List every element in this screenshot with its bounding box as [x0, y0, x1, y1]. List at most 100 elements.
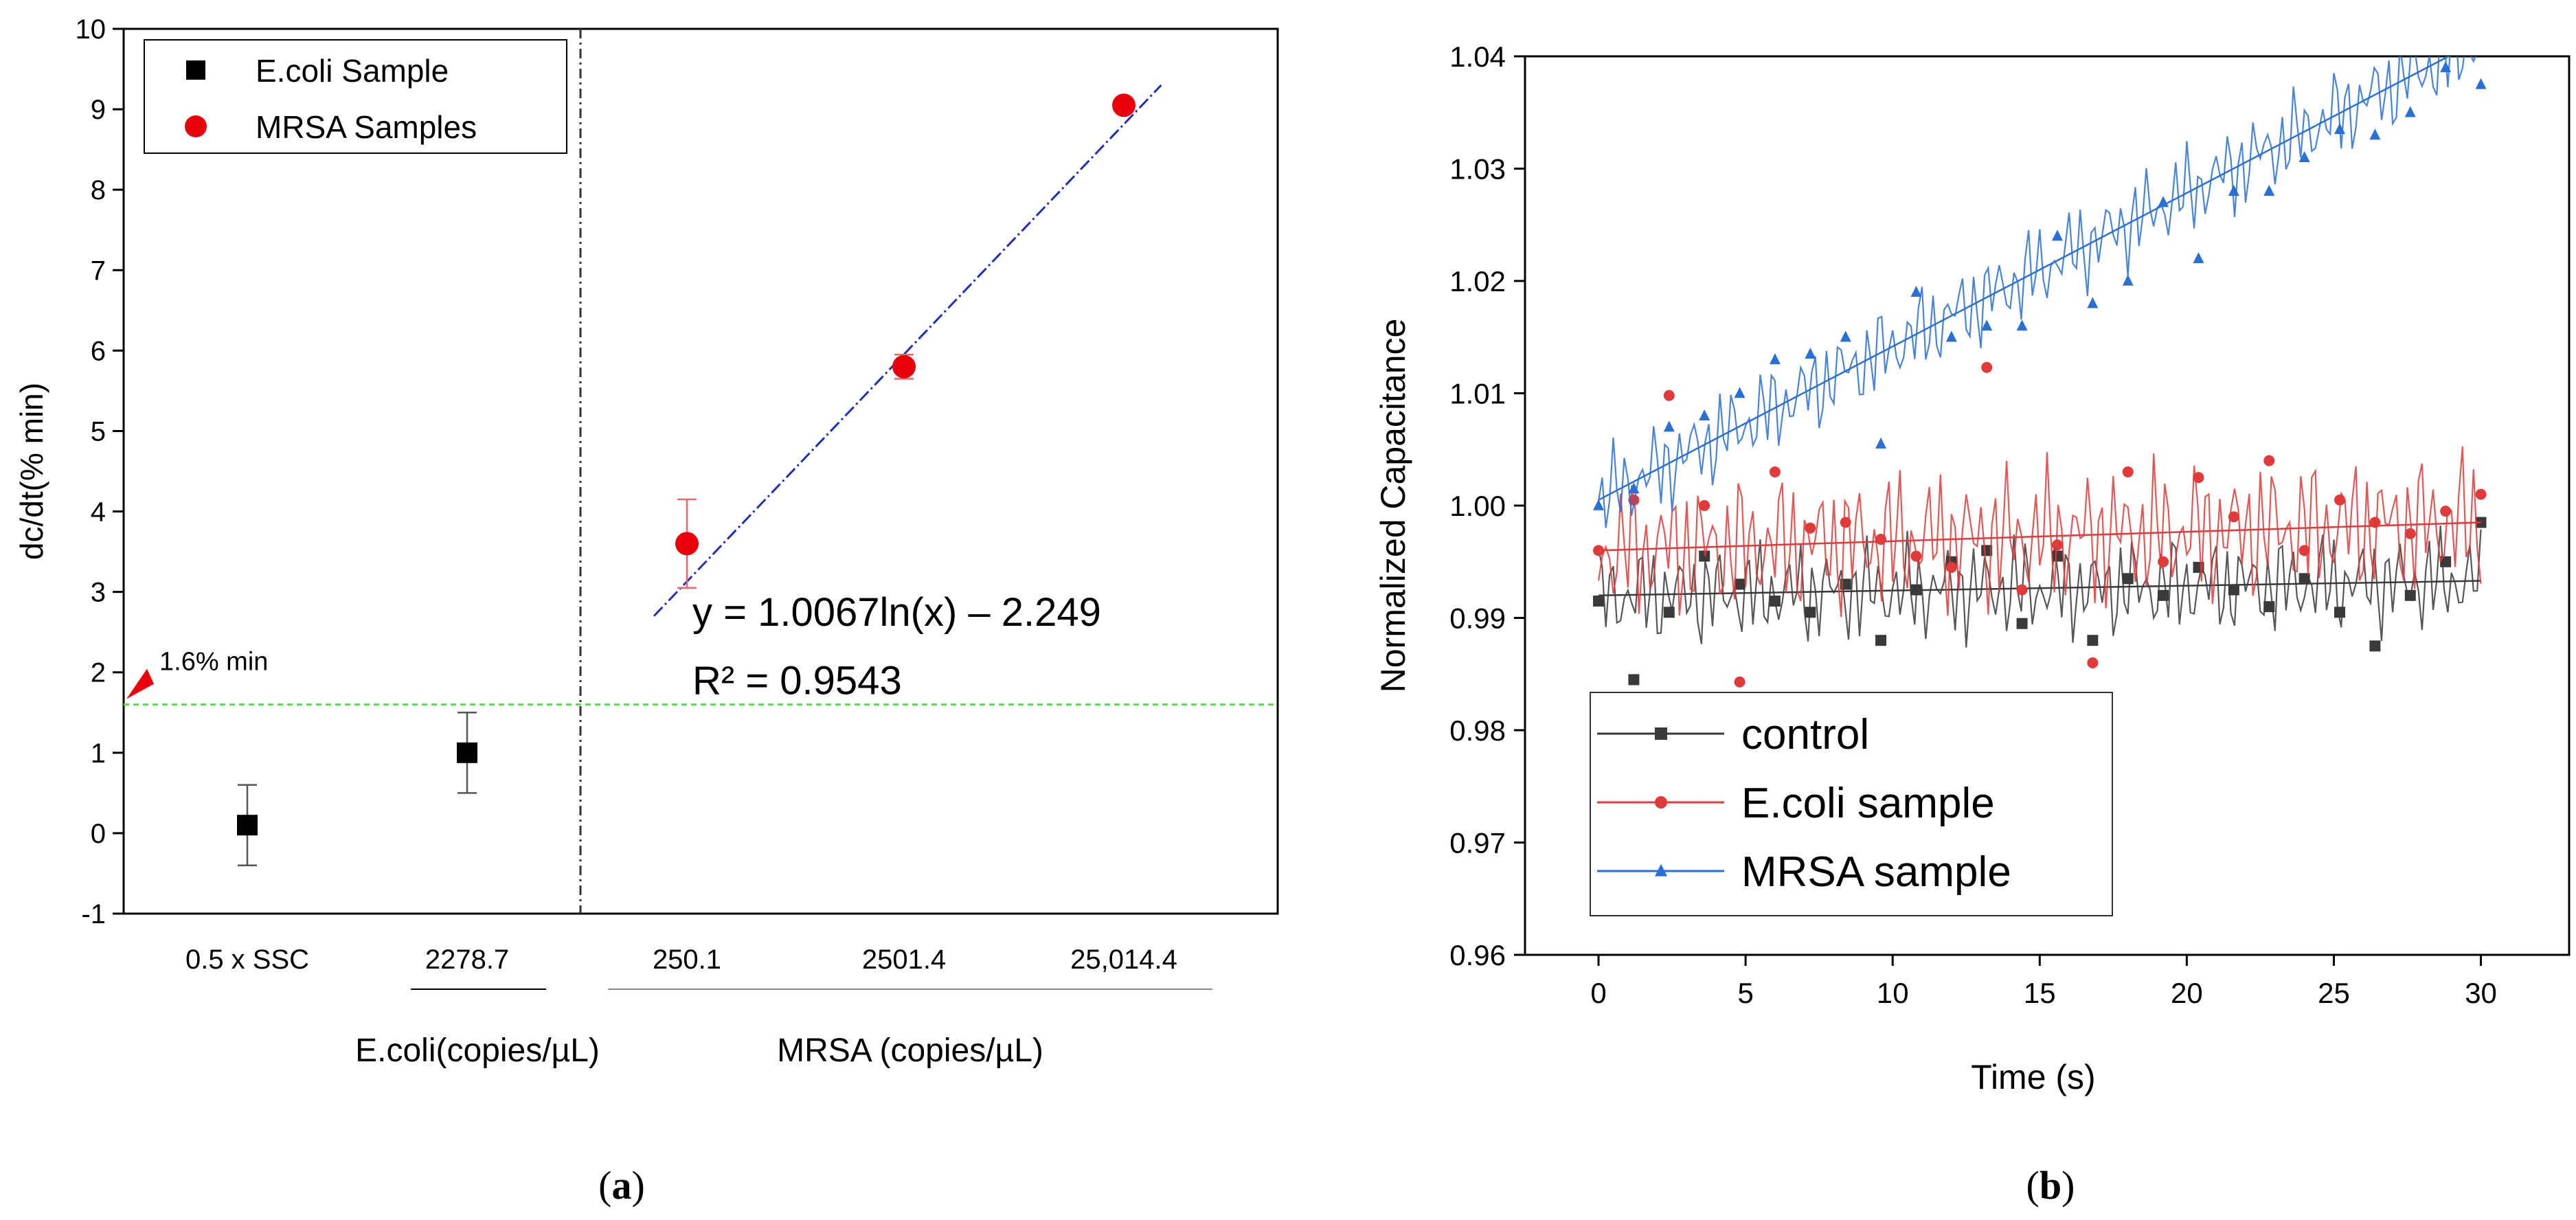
data-point	[2051, 539, 2063, 551]
x-category-label: 2501.4	[862, 945, 946, 975]
data-point	[1910, 550, 1922, 562]
x-tick-label: 25	[2318, 977, 2350, 1009]
y-tick-label: 0.96	[1449, 939, 1506, 971]
data-point	[2228, 185, 2239, 196]
y-tick-label: 0.97	[1449, 827, 1506, 859]
data-point	[1593, 545, 1605, 556]
x-category-label: 250.1	[653, 945, 721, 975]
data-point	[2016, 584, 2028, 596]
signal-line	[1597, 446, 2482, 618]
plot-area	[1593, 56, 2487, 688]
legend-marker	[185, 115, 207, 137]
data-point	[2016, 319, 2028, 331]
data-point	[2369, 128, 2381, 140]
data-point	[1945, 330, 1957, 342]
legend-marker	[1655, 863, 1667, 877]
y-tick-label: 4	[91, 497, 106, 528]
data-point	[2087, 297, 2099, 308]
data-point	[2158, 556, 2169, 567]
data-point	[1840, 517, 1851, 528]
data-point	[675, 532, 699, 556]
y-axis-label: Normalized Capacitance	[1374, 319, 1412, 693]
legend-label: MRSA sample	[1741, 848, 2011, 896]
data-point	[237, 815, 258, 836]
legend-box	[1590, 692, 2113, 916]
panel-b-chart: 0 5 10 15 20 25 30 0.96 0.97 0.98 0.99 1.00 1.01 1.02…	[1374, 41, 2571, 1208]
data-point	[2404, 589, 2416, 601]
data-point	[2193, 472, 2204, 484]
data-point	[2016, 618, 2028, 629]
y-tick-label: 1.03	[1449, 153, 1506, 185]
data-point	[1663, 420, 1675, 432]
legend-label: control	[1741, 711, 1869, 758]
data-point	[1628, 482, 1640, 494]
fit-line	[653, 84, 1162, 617]
legend-marker	[186, 60, 205, 80]
y-tick-label: -1	[81, 899, 106, 929]
x-tick-label: 15	[2024, 977, 2056, 1009]
data-point	[2334, 123, 2346, 135]
data-point	[1769, 466, 1781, 477]
y-tick-label: 2	[91, 658, 106, 688]
data-point	[1663, 389, 1675, 401]
data-point	[2404, 528, 2416, 539]
y-tick-label: 10	[76, 14, 106, 45]
data-point	[1593, 595, 1605, 607]
y-tick-label: 9	[91, 95, 106, 125]
data-point	[1875, 534, 1887, 545]
data-point	[1734, 578, 1745, 590]
data-point	[1663, 607, 1675, 618]
data-point	[1734, 387, 1745, 398]
data-point	[1945, 561, 1957, 573]
y-tick-label: 5	[91, 416, 106, 447]
trend-line	[1598, 521, 2481, 552]
fit-equation: y = 1.0067ln(x) – 2.249	[692, 590, 1101, 635]
legend-label: E.coli sample	[1741, 780, 1995, 827]
data-point	[2369, 640, 2381, 652]
data-point	[2051, 550, 2063, 562]
x-category-label: 25,014.4	[1070, 945, 1177, 975]
panel-label-b: (b)	[2026, 1163, 2075, 1208]
trend-line	[1598, 580, 2481, 597]
data-point	[2440, 61, 2452, 73]
data-point	[2334, 494, 2346, 506]
y-tick-label: 0.98	[1449, 714, 1506, 747]
data-point	[1699, 500, 1710, 511]
data-point	[2193, 252, 2204, 264]
x-axis-label: Time (s)	[1971, 1058, 2095, 1096]
data-point	[1875, 437, 1887, 449]
x-category-label: 2278.7	[425, 945, 509, 975]
plot-frame	[122, 27, 1279, 915]
data-point	[2122, 466, 2134, 477]
trend-line	[1598, 56, 2451, 501]
x-tick-label: 20	[2171, 977, 2203, 1009]
y-tick-label: 0	[91, 819, 106, 849]
data-point	[1769, 353, 1781, 365]
data-point	[1699, 409, 1710, 420]
data-point	[892, 354, 916, 379]
data-point	[2263, 601, 2275, 613]
y-tick-label: 1.04	[1449, 41, 1506, 73]
data-point	[2263, 185, 2275, 196]
y-tick-label: 1.02	[1449, 265, 1506, 297]
y-tick-label: 1.01	[1449, 378, 1506, 410]
data-point	[2334, 607, 2346, 618]
data-point	[2228, 584, 2239, 596]
data-point	[1734, 676, 1745, 688]
data-point	[2051, 229, 2063, 241]
x-tick-label: 10	[1877, 977, 1909, 1009]
threshold-arrow	[126, 668, 154, 699]
data-point	[1805, 607, 1816, 618]
data-point	[2440, 556, 2452, 567]
mrsa-group-label: MRSA (copies/µL)	[777, 1032, 1043, 1069]
y-axis-label: dc/dt(% min)	[14, 383, 49, 560]
signal-line	[1597, 56, 2476, 528]
data-point	[1805, 348, 1816, 359]
data-point	[2298, 545, 2310, 556]
series-mrsa-samples	[675, 93, 1136, 589]
data-point	[2440, 506, 2452, 517]
legend-marker	[1655, 796, 1667, 809]
data-point	[1910, 286, 1922, 297]
data-point	[1875, 635, 1887, 646]
x-tick-label: 5	[1737, 977, 1753, 1009]
